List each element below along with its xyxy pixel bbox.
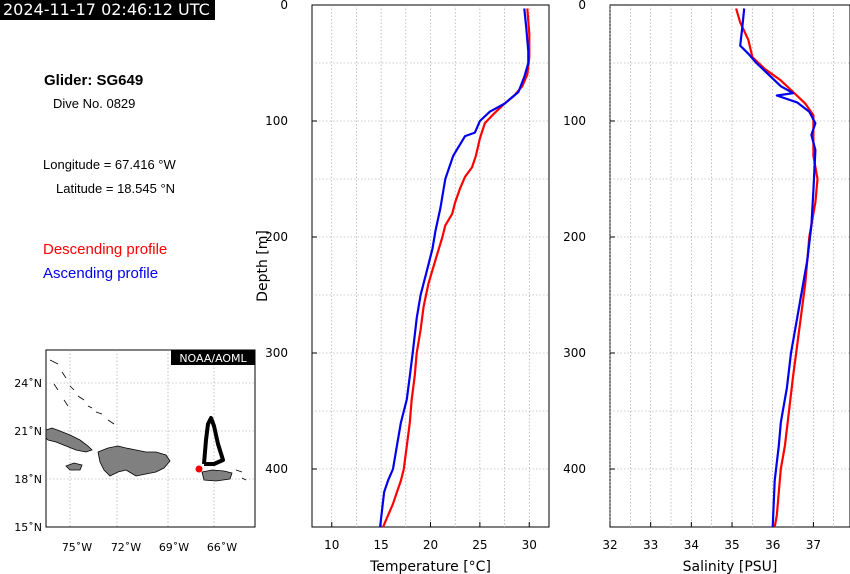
x-tick-label: 10: [324, 538, 339, 552]
y-tick-label: 0: [280, 0, 288, 12]
land-masses: [45, 359, 247, 482]
temperature-grid: [312, 5, 549, 527]
jamaica-land: [65, 462, 83, 471]
y-tick-label: 300: [265, 346, 288, 360]
x-tick-label: 37: [806, 538, 821, 552]
y-tick-label: 200: [265, 230, 288, 244]
bahamas-islands: [49, 359, 247, 481]
salinity-plot-frame: [609, 4, 850, 528]
hispaniola-land: [97, 445, 171, 477]
glider-track: [202, 416, 225, 466]
temperature-chart: 0 100 200 300 400 10 15 20 25 30 Temperature [°C] D…: [255, 0, 550, 574]
temperature-y-axis-title: Depth [m]: [255, 230, 271, 302]
location-map: NOAA/AOML 24˚N 21˚N 18˚N 15˚N 75˚W 72˚W …: [14, 349, 256, 554]
timestamp-label: 2024-11-17 02:46:12 UTC: [0, 0, 215, 20]
map-lon-label: 75˚W: [62, 541, 92, 554]
map-lon-label: 69˚W: [159, 541, 189, 554]
legend-ascending: Ascending profile: [43, 265, 159, 282]
latitude-readout: Latitude = 18.545 °N: [56, 181, 176, 196]
y-tick-label: 400: [563, 462, 586, 476]
salinity-x-axis-title: Salinity [PSU]: [683, 559, 778, 574]
salinity-chart: 0 100 200 300 400 32 33 34 35 36 37 Salinity [PSU]: [563, 0, 850, 574]
longitude-readout: Longitude = 67.416 °W: [43, 157, 176, 172]
map-lon-label: 66˚W: [207, 541, 237, 554]
map-lat-label: 15˚N: [14, 521, 42, 534]
x-tick-label: 35: [724, 538, 739, 552]
x-tick-label: 25: [472, 538, 487, 552]
x-tick-label: 32: [602, 538, 617, 552]
map-lat-label: 21˚N: [14, 425, 42, 438]
map-badge: NOAA/AOML: [179, 352, 247, 365]
map-lat-label: 24˚N: [14, 377, 42, 390]
y-tick-label: 100: [265, 114, 288, 128]
salinity-series-ascending: [739, 8, 817, 528]
x-tick-label: 20: [423, 538, 438, 552]
x-tick-label: 36: [765, 538, 780, 552]
glider-name: Glider: SG649: [44, 72, 144, 89]
y-tick-label: 200: [563, 230, 586, 244]
y-tick-label: 400: [265, 462, 288, 476]
map-frame: [45, 349, 256, 528]
salinity-grid: [609, 5, 850, 527]
y-tick-label: 300: [563, 346, 586, 360]
map-badge-bg: [171, 350, 255, 365]
dive-number: Dive No. 0829: [53, 96, 136, 111]
map-lon-label: 72˚W: [111, 541, 141, 554]
x-tick-label: 30: [522, 538, 537, 552]
temperature-x-axis-title: Temperature [°C]: [369, 559, 491, 574]
puerto-rico-land: [201, 469, 233, 482]
y-tick-label: 100: [563, 114, 586, 128]
glider-position-marker: [195, 465, 203, 473]
salinity-series-descending: [735, 8, 819, 528]
map-lat-label: 18˚N: [14, 473, 42, 486]
x-tick-label: 34: [684, 538, 699, 552]
x-tick-label: 15: [373, 538, 388, 552]
cuba-land: [45, 427, 93, 453]
y-tick-label: 0: [578, 0, 586, 12]
x-tick-label: 33: [643, 538, 658, 552]
temperature-series-ascending: [379, 8, 530, 528]
legend-descending: Descending profile: [43, 241, 168, 258]
